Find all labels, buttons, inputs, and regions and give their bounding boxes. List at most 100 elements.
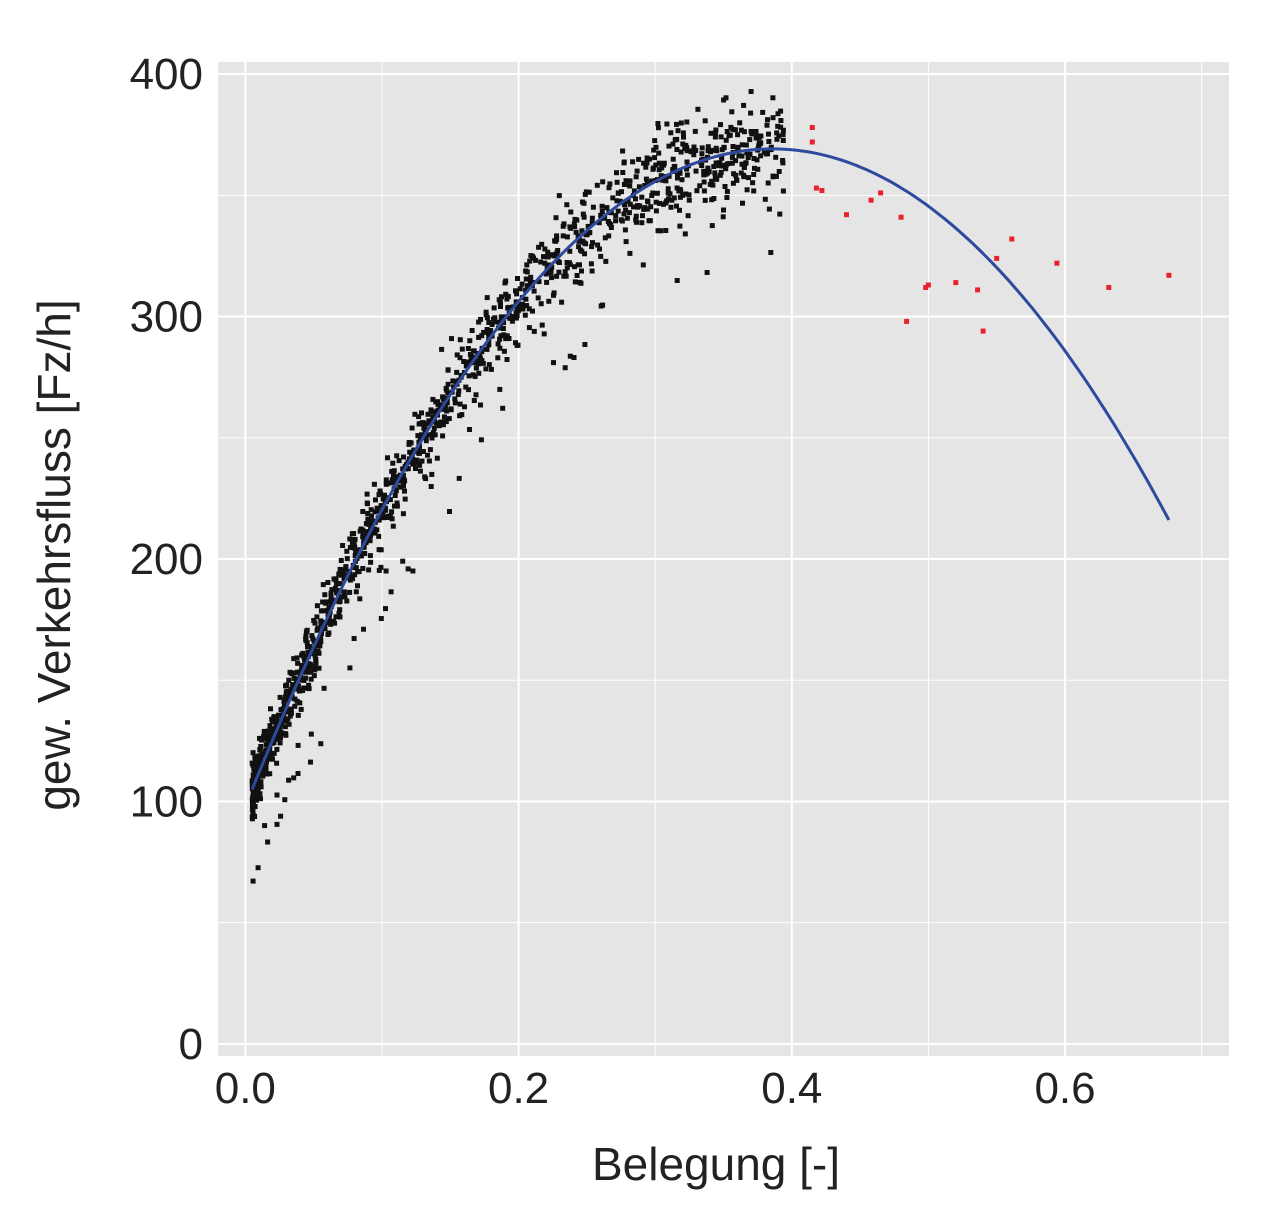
scatter-point bbox=[589, 268, 595, 274]
scatter-point bbox=[272, 719, 278, 725]
scatter-point bbox=[326, 604, 332, 610]
scatter-point bbox=[733, 158, 739, 164]
scatter-point bbox=[337, 566, 343, 572]
scatter-point bbox=[284, 682, 290, 688]
scatter-point bbox=[252, 766, 258, 772]
scatter-point bbox=[288, 706, 294, 712]
scatter-point bbox=[374, 527, 380, 533]
scatter-point bbox=[256, 753, 262, 759]
scatter-point bbox=[677, 223, 683, 229]
scatter-point bbox=[699, 163, 705, 168]
scatter-point bbox=[768, 250, 774, 255]
scatter-point bbox=[498, 333, 504, 339]
scatter-point bbox=[302, 654, 308, 660]
scatter-point bbox=[383, 477, 389, 483]
scatter-point bbox=[347, 577, 353, 583]
scatter-point bbox=[699, 145, 705, 151]
scatter-point bbox=[318, 741, 324, 747]
scatter-point bbox=[344, 548, 350, 554]
scatter-point bbox=[583, 189, 589, 195]
scatter-point bbox=[483, 312, 489, 318]
scatter-point bbox=[524, 303, 530, 308]
scatter-point bbox=[776, 133, 782, 139]
scatter-point bbox=[507, 315, 513, 321]
scatter-point bbox=[539, 322, 545, 328]
scatter-point bbox=[504, 333, 510, 339]
scatter-point bbox=[383, 606, 388, 612]
scatter-point bbox=[639, 194, 645, 200]
scatter-point bbox=[466, 373, 472, 379]
scatter-point bbox=[272, 736, 278, 741]
scatter-point bbox=[456, 388, 462, 394]
scatter-point bbox=[748, 89, 754, 94]
scatter-point bbox=[488, 366, 494, 372]
scatter-point bbox=[770, 115, 776, 121]
scatter-point bbox=[257, 791, 263, 797]
scatter-point bbox=[340, 543, 346, 548]
scatter-point bbox=[766, 131, 771, 137]
scatter-point bbox=[337, 598, 343, 604]
scatter-point bbox=[278, 813, 284, 819]
scatter-point bbox=[263, 736, 269, 742]
scatter-point bbox=[564, 234, 570, 240]
x-tick-label: 0.2 bbox=[488, 1064, 549, 1113]
scatter-point bbox=[258, 796, 263, 802]
scatter-point bbox=[409, 425, 415, 431]
scatter-point bbox=[653, 144, 659, 150]
scatter-point bbox=[312, 667, 318, 673]
scatter-point bbox=[435, 399, 441, 405]
scatter-point bbox=[531, 288, 537, 294]
scatter-point bbox=[712, 174, 718, 180]
scatter-point bbox=[647, 218, 653, 224]
scatter-point bbox=[645, 206, 651, 212]
scatter-point bbox=[471, 360, 477, 366]
scatter-point bbox=[337, 607, 343, 613]
scatter-point bbox=[295, 712, 301, 718]
scatter-point bbox=[655, 125, 661, 131]
scatter-point bbox=[542, 246, 548, 252]
scatter-point bbox=[530, 308, 535, 314]
scatter-point bbox=[435, 401, 441, 407]
scatter-point bbox=[439, 420, 445, 426]
scatter-point bbox=[773, 154, 779, 160]
scatter-point bbox=[568, 209, 574, 215]
scatter-point bbox=[329, 587, 335, 593]
scatter-point bbox=[382, 498, 388, 504]
scatter-point bbox=[652, 138, 658, 144]
congested-point bbox=[868, 197, 874, 203]
scatter-point bbox=[621, 211, 627, 217]
scatter-point bbox=[666, 143, 672, 149]
scatter-point bbox=[513, 288, 518, 294]
scatter-point bbox=[701, 168, 707, 174]
scatter-point bbox=[306, 682, 312, 688]
scatter-point bbox=[757, 140, 763, 146]
scatter-point bbox=[644, 160, 650, 166]
scatter-point bbox=[282, 724, 288, 730]
scatter-point bbox=[425, 411, 431, 417]
scatter-point bbox=[543, 271, 549, 277]
scatter-point bbox=[476, 370, 482, 376]
scatter-point bbox=[567, 262, 573, 268]
scatter-point bbox=[372, 509, 378, 515]
scatter-point bbox=[559, 299, 565, 305]
scatter-point bbox=[252, 754, 258, 760]
scatter-point bbox=[397, 478, 403, 484]
scatter-point bbox=[274, 821, 280, 827]
scatter-point bbox=[613, 218, 619, 224]
scatter-point bbox=[648, 204, 654, 210]
scatter-point bbox=[748, 110, 754, 116]
scatter-point bbox=[674, 278, 680, 283]
scatter-point bbox=[295, 771, 301, 776]
scatter-point bbox=[706, 169, 712, 175]
scatter-point bbox=[729, 109, 735, 115]
scatter-point bbox=[470, 348, 476, 354]
scatter-point bbox=[408, 440, 414, 446]
scatter-point bbox=[708, 130, 714, 136]
scatter-point bbox=[702, 197, 708, 203]
scatter-point bbox=[622, 227, 628, 233]
scatter-point bbox=[564, 202, 570, 208]
scatter-point bbox=[414, 457, 420, 463]
scatter-point bbox=[656, 167, 662, 173]
scatter-point bbox=[536, 244, 542, 250]
scatter-point bbox=[681, 134, 686, 140]
